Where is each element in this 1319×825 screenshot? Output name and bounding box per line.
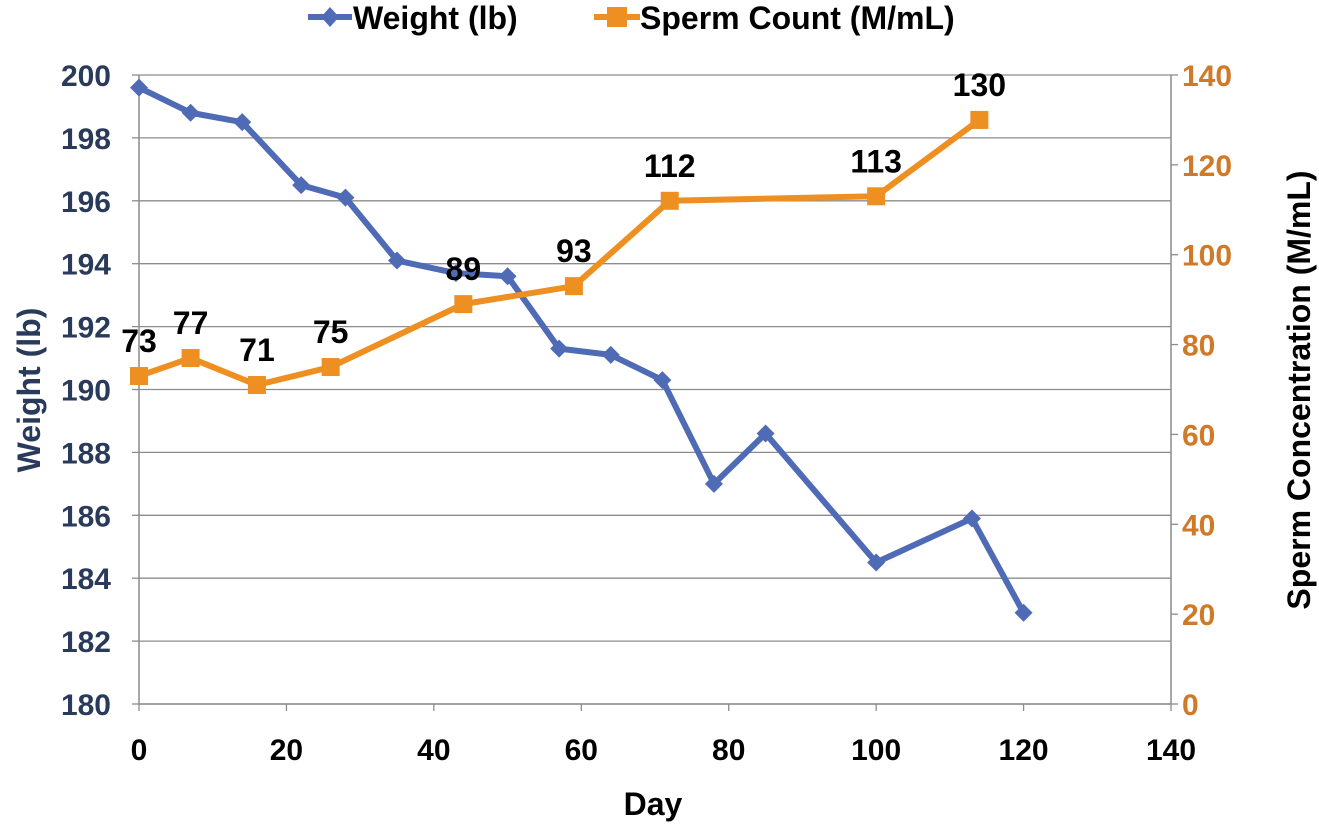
x-tick-label: 20	[270, 734, 303, 767]
x-tick-label: 60	[565, 734, 598, 767]
x-axis-title: Day	[624, 786, 683, 822]
left-tick-label: 182	[61, 626, 111, 659]
legend-weight-label: Weight (lb)	[353, 0, 518, 36]
weight-point	[292, 176, 311, 195]
weight-point	[498, 267, 517, 286]
sperm-point	[247, 376, 266, 395]
left-axis-ticks: 180 182 184 186 188 190 192 194 196 198 200	[61, 60, 139, 722]
weight-point	[446, 264, 465, 283]
legend-sperm-square-icon	[607, 7, 627, 27]
left-tick-label: 188	[61, 437, 111, 470]
sperm-data-label: 112	[644, 148, 696, 184]
sperm-series	[130, 110, 989, 395]
left-tick-label: 196	[61, 186, 111, 219]
right-tick-label: 120	[1182, 150, 1232, 183]
right-tick-label: 60	[1182, 419, 1215, 452]
left-tick-label: 190	[61, 375, 111, 408]
sperm-data-labels: 73 77 71 75 89 93 112 113 130	[121, 67, 1006, 368]
left-tick-label: 180	[61, 689, 111, 722]
weight-point	[867, 553, 886, 572]
sperm-point	[867, 187, 886, 206]
sperm-data-label: 77	[173, 305, 209, 341]
sperm-point	[454, 295, 473, 314]
legend-sperm-label: Sperm Count (M/mL)	[640, 0, 955, 36]
weight-point	[704, 474, 723, 493]
sperm-data-label: 71	[239, 332, 275, 368]
sperm-point	[564, 277, 583, 296]
sperm-data-label: 130	[953, 67, 1006, 103]
weight-point	[1014, 603, 1033, 622]
x-tick-label: 120	[999, 734, 1049, 767]
weight-point	[233, 113, 252, 132]
left-tick-label: 200	[61, 60, 111, 93]
sperm-point	[321, 358, 340, 377]
weight-line	[137, 84, 1027, 615]
sperm-point	[181, 349, 200, 368]
right-tick-label: 20	[1182, 599, 1215, 632]
weight-point	[181, 103, 200, 122]
sperm-data-label: 89	[446, 251, 482, 287]
x-tick-label: 100	[851, 734, 901, 767]
right-tick-label: 80	[1182, 330, 1215, 363]
sperm-point	[970, 110, 989, 129]
weight-point	[336, 188, 355, 207]
left-tick-label: 194	[61, 249, 111, 282]
weight-point	[550, 339, 569, 358]
weight-point	[388, 251, 406, 270]
legend: Weight (lb) Sperm Count (M/mL)	[308, 0, 955, 36]
weight-series	[130, 78, 1033, 622]
x-tick-label: 0	[131, 734, 148, 767]
right-axis-title: Sperm Concentration (M/mL)	[1281, 170, 1317, 609]
sperm-point	[130, 367, 148, 386]
x-axis-ticks: 0 20 40 60 80 100 120 140	[131, 704, 1196, 767]
weight-point	[653, 371, 672, 390]
sperm-data-label: 93	[556, 233, 592, 269]
left-tick-label: 192	[61, 312, 111, 345]
gridlines	[139, 74, 1171, 705]
weight-point	[756, 424, 775, 443]
weight-point	[130, 78, 148, 97]
sperm-point	[660, 191, 679, 210]
sperm-data-label: 75	[313, 314, 349, 350]
right-axis-ticks: 0 20 40 60 80 100 120 140	[1171, 60, 1232, 722]
left-tick-label: 198	[61, 123, 111, 156]
left-tick-label: 184	[61, 563, 111, 596]
right-tick-label: 140	[1182, 60, 1232, 93]
right-tick-label: 0	[1182, 689, 1199, 722]
weight-point	[962, 509, 981, 528]
x-tick-label: 140	[1146, 734, 1196, 767]
x-tick-label: 40	[417, 734, 450, 767]
weight-point	[601, 345, 620, 364]
legend-item-weight: Weight (lb)	[308, 0, 518, 36]
right-tick-label: 40	[1182, 509, 1215, 542]
sperm-data-label: 73	[121, 323, 157, 359]
legend-weight-diamond-icon	[321, 7, 339, 27]
left-axis-title: Weight (lb)	[11, 308, 47, 473]
sperm-data-label: 113	[850, 143, 902, 179]
legend-item-sperm: Sperm Count (M/mL)	[594, 0, 955, 36]
left-tick-label: 186	[61, 500, 111, 533]
right-tick-label: 100	[1182, 240, 1232, 273]
x-tick-label: 80	[712, 734, 745, 767]
